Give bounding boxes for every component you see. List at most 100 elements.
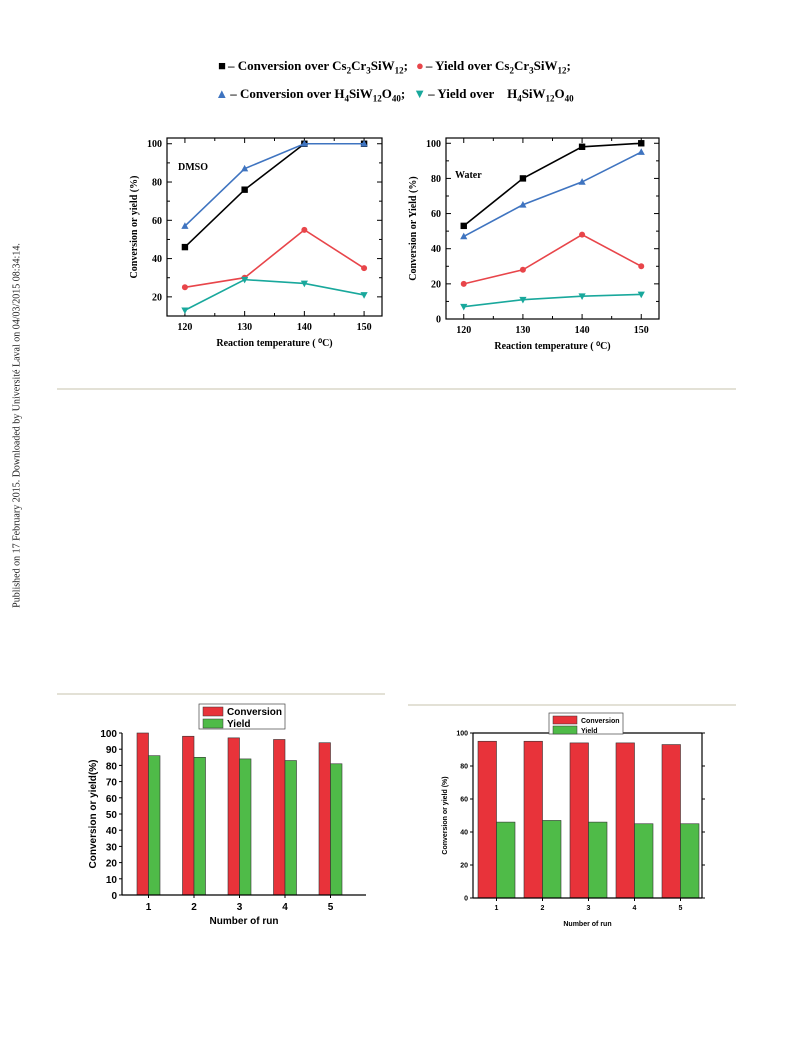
y-tick-label: 20 <box>106 859 118 870</box>
marker-circle-icon <box>519 266 526 273</box>
y-tick-label: 30 <box>106 842 118 853</box>
legend-formula-part: 12 <box>394 65 404 76</box>
y-tick-label: 20 <box>460 863 468 870</box>
divider-right <box>408 704 736 706</box>
marker-triangle-up-icon <box>519 200 527 208</box>
legend-formula-part: 12 <box>557 65 567 76</box>
legend-entry: ▼ – Yield over H4SiW12O40 <box>411 86 574 104</box>
y-tick-label: 20 <box>152 292 162 303</box>
legend-label-yield: Yield <box>581 728 597 735</box>
y-axis-label: Conversion or yield(%) <box>88 760 99 869</box>
marker-circle-icon <box>579 231 586 238</box>
bar-yield <box>634 823 654 899</box>
legend-line-2: ▲ – Conversion over H4SiW12O40; ▼ – Yield o… <box>0 86 793 104</box>
y-tick-label: 20 <box>431 279 441 290</box>
x-axis-label: Number of run <box>563 921 611 928</box>
legend-formula-part: 12 <box>545 93 555 104</box>
legend-formula-part: 40 <box>391 93 401 104</box>
legend-formula-part: SiW <box>348 86 373 101</box>
marker-triangle-up-icon <box>360 139 368 147</box>
y-tick-label: 80 <box>460 764 468 771</box>
marker-square-icon <box>241 186 248 193</box>
marker-circle-icon <box>361 265 368 272</box>
series-line <box>184 228 365 289</box>
legend-entry: ▲ – Conversion over H4SiW12O40; <box>213 86 406 104</box>
marker-triangle-up-icon <box>241 164 249 172</box>
x-tick-label: 3 <box>587 905 591 912</box>
legend-formula-part: 2 <box>346 65 352 76</box>
series-line <box>463 151 642 238</box>
legend-marker-icon: ■ <box>218 58 227 73</box>
legend-formula-part: Cr <box>351 58 367 73</box>
legend-formula-part: SiW <box>370 58 395 73</box>
legend-suffix: ; <box>403 58 408 73</box>
marker-square-icon <box>181 243 189 251</box>
x-tick-label: 1 <box>146 902 152 913</box>
legend-formula-part: SiW <box>521 86 546 101</box>
legend-suffix: ; <box>566 58 571 73</box>
y-tick-label: 100 <box>456 731 468 738</box>
x-axis-label: Number of run <box>210 916 279 927</box>
legend-formula-part: 4 <box>344 93 349 104</box>
marker-circle-icon <box>638 263 645 270</box>
legend-formula-part: 40 <box>564 93 574 104</box>
legend-formula-part: H <box>334 86 345 101</box>
marker-triangle-down-icon <box>300 280 308 288</box>
legend-formula-part: O <box>554 86 565 101</box>
y-tick-label: 90 <box>106 745 118 756</box>
y-tick-label: 80 <box>431 174 441 185</box>
marker-triangle-down-icon <box>241 276 249 284</box>
legend-marker-icon: ● <box>415 58 424 73</box>
legend-suffix: ; <box>400 86 406 101</box>
legend-formula-part: Cs <box>495 58 510 73</box>
legend-formula-part: 3 <box>529 65 534 76</box>
marker-square-icon <box>578 143 586 150</box>
marker-triangle-up-icon <box>578 178 586 185</box>
legend-text: – Yield over <box>425 58 496 73</box>
x-tick-label: 120 <box>456 325 471 336</box>
marker-triangle-up-icon <box>460 232 468 240</box>
y-tick-label: 60 <box>431 209 441 220</box>
legend-formula-part: Cs <box>332 58 347 73</box>
series-line <box>463 142 642 227</box>
x-tick-label: 4 <box>633 905 637 912</box>
x-axis-label: Reaction temperature ( ⁰C) <box>494 341 610 352</box>
y-tick-label: 40 <box>106 826 118 837</box>
legend-swatch-conversion <box>552 715 578 725</box>
divider-left <box>57 693 385 695</box>
legend-formula-part: O <box>381 86 392 101</box>
legend-line-1: ■ – Conversion over Cs2Cr3SiW12; ● – Yield … <box>0 58 793 76</box>
legend-swatch-conversion <box>202 706 224 717</box>
x-tick-label: 4 <box>282 902 288 913</box>
x-tick-label: 2 <box>191 902 197 913</box>
marker-circle-icon <box>301 226 308 233</box>
x-tick-label: 3 <box>237 902 243 913</box>
x-tick-label: 150 <box>634 325 649 336</box>
marker-circle-icon <box>460 280 467 287</box>
marker-square-icon <box>638 140 645 147</box>
marker-triangle-up-icon <box>181 222 189 229</box>
bar-conversion <box>523 740 543 899</box>
marker-triangle-down-icon <box>637 291 645 299</box>
marker-triangle-up-icon <box>300 139 308 147</box>
x-tick-label: 150 <box>357 322 372 333</box>
legend-marker-icon: ▼ <box>413 86 427 101</box>
x-tick-label: 140 <box>575 325 590 336</box>
bar-conversion <box>661 744 681 899</box>
bar-yield <box>496 821 516 899</box>
legend-label-yield: Yield <box>227 719 251 730</box>
legend-formula-part: 3 <box>366 65 371 76</box>
legend-marker-icon: ▲ <box>215 86 229 101</box>
legend-text: – Conversion over <box>228 58 333 73</box>
marker-circle-icon <box>181 284 188 291</box>
y-tick-label: 10 <box>106 875 118 886</box>
x-tick-label: 130 <box>515 325 530 336</box>
legend-label-conversion: Conversion <box>581 718 620 725</box>
y-tick-label: 80 <box>106 761 118 772</box>
series-line <box>463 293 642 308</box>
legend-formula-part: Cr <box>513 58 530 73</box>
y-tick-label: 100 <box>100 729 117 740</box>
y-tick-label: 0 <box>111 891 117 902</box>
legend-formula-part: 4 <box>517 93 522 104</box>
